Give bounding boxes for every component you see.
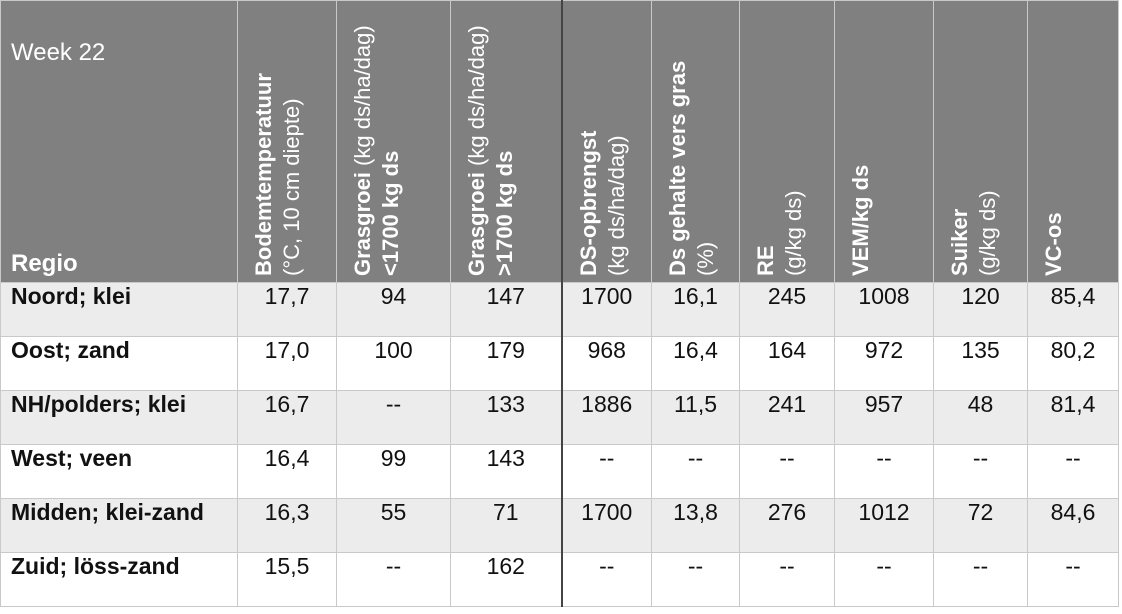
value-cell: 16,4 [237,444,337,499]
value-cell: 241 [739,390,835,445]
column-header-bold: Suiker [947,208,972,276]
value-cell: 17,7 [237,282,337,337]
column-header-bodemtemperatuur: Bodemtemperatuur (°C, 10 cm diepte) [237,0,337,283]
value-cell: 81,4 [1027,390,1119,445]
value-cell: 164 [739,336,835,391]
column-header-grasgroei-high: Grasgroei (kg ds/ha/dag) >1700 kg ds [450,0,562,283]
value-cell: 179 [450,336,562,391]
value-cell: 1700 [560,282,652,337]
table-row: Oost; zand 17,0 100 179 968 16,4 164 972… [0,336,1119,391]
value-cell: 957 [834,390,934,445]
value-cell: -- [933,552,1028,607]
value-cell: -- [834,444,934,499]
regio-cell: Noord; klei [0,282,238,337]
value-cell: 71 [450,498,562,553]
value-cell: 147 [450,282,562,337]
value-cell: 1886 [560,390,652,445]
value-cell: 13,8 [651,498,740,553]
value-cell: -- [560,552,652,607]
value-cell: 16,4 [651,336,740,391]
table-row: NH/polders; klei 16,7 -- 133 1886 11,5 2… [0,390,1119,445]
column-header-bold: Grasgroei [350,172,375,276]
regio-cell: Midden; klei-zand [0,498,238,553]
column-header-bold-tail: >1700 kg ds [492,150,517,276]
column-header-grasgroei-low: Grasgroei (kg ds/ha/dag) <1700 kg ds [336,0,451,283]
value-cell: 80,2 [1027,336,1119,391]
value-cell: 48 [933,390,1028,445]
value-cell: 94 [336,282,451,337]
column-header-unit: (kg ds/ha/dag) [603,135,629,276]
value-cell: 99 [336,444,451,499]
value-cell: 276 [739,498,835,553]
table-row: Zuid; löss-zand 15,5 -- 162 -- -- -- -- … [0,552,1119,607]
value-cell: -- [336,552,451,607]
column-header-bold: VC-os [1041,212,1066,276]
column-header-re: RE (g/kg ds) [739,0,835,283]
value-cell: 972 [834,336,934,391]
column-header-suiker: Suiker (g/kg ds) [933,0,1028,283]
value-cell: 1700 [560,498,652,553]
value-cell: 245 [739,282,835,337]
value-cell: 133 [450,390,562,445]
regio-cell: Oost; zand [0,336,238,391]
header-row: Week 22 Regio Bodemtemperatuur (°C, 10 cm… [0,0,1119,283]
column-header-bold: DS-opbrengst [575,130,601,276]
column-header-ds-opbrengst: DS-opbrengst (kg ds/ha/dag) [560,0,652,283]
value-cell: 16,3 [237,498,337,553]
column-header-unit: (kg ds/ha/dag) [350,25,375,166]
value-cell: 16,1 [651,282,740,337]
table-row: Noord; klei 17,7 94 147 1700 16,1 245 10… [0,282,1119,337]
column-header-bold-tail: <1700 kg ds [378,150,403,276]
column-header-bold: VEM/kg ds [848,164,873,276]
column-header-unit: (g/kg ds) [781,190,806,276]
table-row: Midden; klei-zand 16,3 55 71 1700 13,8 2… [0,498,1119,553]
regio-header: Regio [11,250,78,277]
value-cell: 968 [560,336,652,391]
value-cell: 72 [933,498,1028,553]
value-cell: -- [651,444,740,499]
value-cell: 85,4 [1027,282,1119,337]
value-cell: 162 [450,552,562,607]
column-header-unit: (%) [693,241,718,276]
value-cell: 100 [336,336,451,391]
value-cell: 1008 [834,282,934,337]
value-cell: -- [1027,552,1119,607]
column-header-bold: Grasgroei [464,172,489,276]
column-header-unit: (g/kg ds) [975,190,1000,276]
value-cell: 120 [933,282,1028,337]
value-cell: 143 [450,444,562,499]
column-header-vc-os: VC-os [1027,0,1119,283]
value-cell: -- [336,390,451,445]
table-row: West; veen 16,4 99 143 -- -- -- -- -- -- [0,444,1119,499]
regio-cell: West; veen [0,444,238,499]
value-cell: -- [933,444,1028,499]
value-cell: 16,7 [237,390,337,445]
week-label: Week 22 [11,39,106,66]
header-corner-cell: Week 22 Regio [0,0,238,283]
column-header-bold: Bodemtemperatuur [251,73,276,276]
column-header-bold: Ds gehalte vers gras [665,60,690,276]
value-cell: 17,0 [237,336,337,391]
value-cell: 1012 [834,498,934,553]
column-header-unit: (°C, 10 cm diepte) [279,98,304,276]
column-header-ds-gehalte: Ds gehalte vers gras (%) [651,0,740,283]
value-cell: -- [1027,444,1119,499]
regio-cell: NH/polders; klei [0,390,238,445]
value-cell: -- [560,444,652,499]
value-cell: -- [739,444,835,499]
value-cell: 84,6 [1027,498,1119,553]
column-header-unit: (kg ds/ha/dag) [464,25,489,166]
value-cell: -- [651,552,740,607]
value-cell: 11,5 [651,390,740,445]
column-header-bold: RE [753,245,778,276]
column-header-vem: VEM/kg ds [834,0,934,283]
value-cell: -- [834,552,934,607]
value-cell: 55 [336,498,451,553]
value-cell: 15,5 [237,552,337,607]
value-cell: -- [739,552,835,607]
regio-cell: Zuid; löss-zand [0,552,238,607]
value-cell: 135 [933,336,1028,391]
